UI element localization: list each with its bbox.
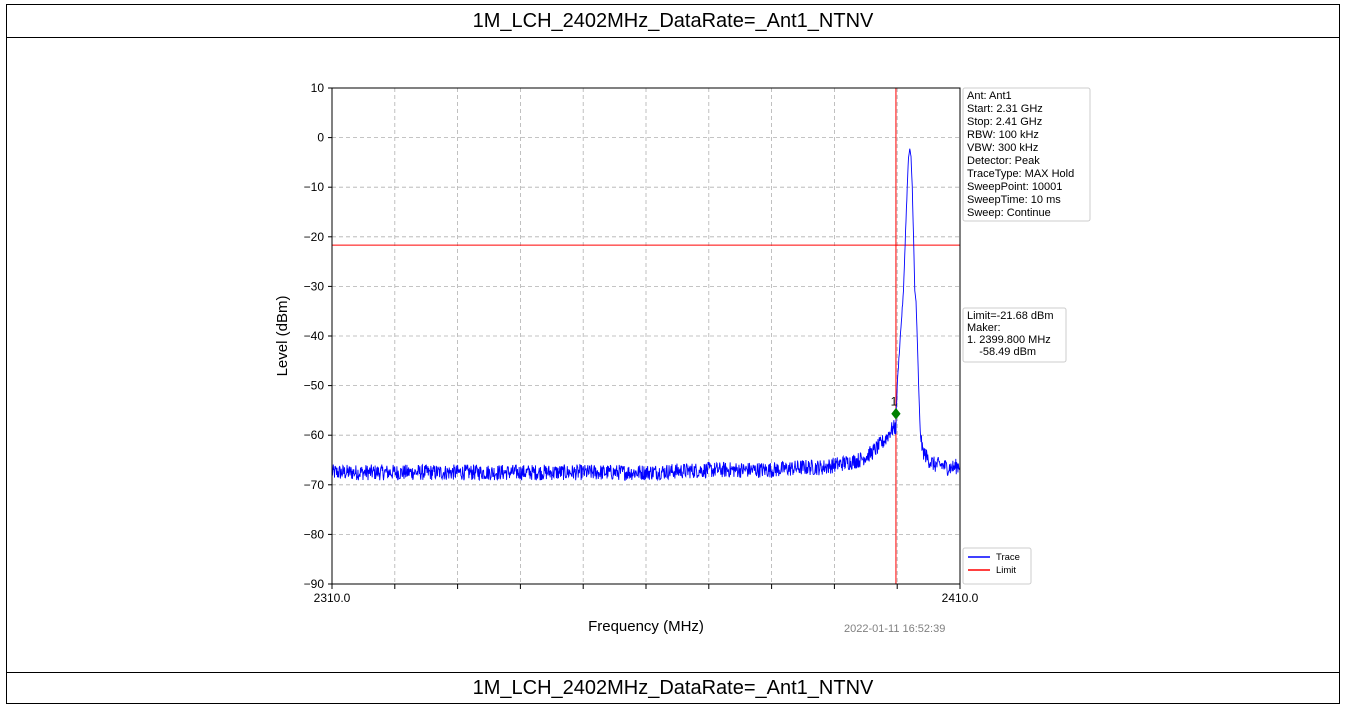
- marker-point: [891, 407, 901, 420]
- settings-line: SweepTime: 10 ms: [967, 194, 1061, 206]
- y-tick-label: 0: [317, 131, 324, 145]
- report-frame: 1M_LCH_2402MHz_DataRate=_Ant1_NTNV 1M_LC…: [6, 4, 1340, 704]
- marker-info-line: Maker:: [967, 322, 1001, 334]
- y-tick-label: −60: [304, 428, 325, 442]
- marker-info-line: -58.49 dBm: [967, 346, 1036, 358]
- marker-info-line: 1. 2399.800 MHz: [967, 334, 1051, 346]
- settings-line: TraceType: MAX Hold: [967, 168, 1074, 180]
- y-tick-label: −80: [304, 527, 325, 541]
- settings-line: RBW: 100 kHz: [967, 129, 1039, 141]
- legend: Trace Limit: [962, 547, 1032, 585]
- legend-entry: Limit: [996, 565, 1016, 576]
- marker-info-line: Limit=-21.68 dBm: [967, 310, 1054, 322]
- x-axis: 2310.0 2410.0: [314, 584, 979, 605]
- settings-line: SweepPoint: 10001: [967, 181, 1062, 193]
- settings-line: Start: 2.31 GHz: [967, 103, 1043, 115]
- limit-layer: [332, 88, 960, 584]
- marker-label: 1: [891, 395, 898, 409]
- page-footer-title: 1M_LCH_2402MHz_DataRate=_Ant1_NTNV: [7, 672, 1339, 703]
- settings-line: VBW: 300 kHz: [967, 142, 1038, 154]
- y-tick-label: −40: [304, 329, 325, 343]
- settings-line: Ant: Ant1: [967, 90, 1012, 102]
- x-tick-label: 2410.0: [942, 591, 979, 605]
- y-tick-label: −70: [304, 478, 325, 492]
- legend-entry: Trace: [996, 552, 1020, 563]
- y-tick-label: −20: [304, 230, 325, 244]
- settings-line: Sweep: Continue: [967, 207, 1051, 219]
- y-tick-label: −30: [304, 279, 325, 293]
- x-tick-label: 2310.0: [314, 591, 351, 605]
- grid: [332, 88, 960, 584]
- settings-line: Stop: 2.41 GHz: [967, 116, 1042, 128]
- y-tick-label: −90: [304, 577, 325, 591]
- y-axis-label: Level (dBm): [274, 296, 291, 377]
- x-axis-label: Frequency (MHz): [588, 618, 704, 635]
- settings-line: Detector: Peak: [967, 155, 1040, 167]
- y-axis: 10 0 −10 −20 −30 −40 −50 −60 −70 −80 −90: [304, 81, 332, 591]
- page-title: 1M_LCH_2402MHz_DataRate=_Ant1_NTNV: [7, 5, 1339, 38]
- y-tick-label: 10: [311, 81, 325, 95]
- trace-layer: 1: [331, 148, 961, 482]
- y-tick-label: −10: [304, 180, 325, 194]
- trace-line: [331, 148, 961, 482]
- y-tick-label: −50: [304, 379, 325, 393]
- timestamp: 2022-01-11 16:52:39: [844, 623, 945, 635]
